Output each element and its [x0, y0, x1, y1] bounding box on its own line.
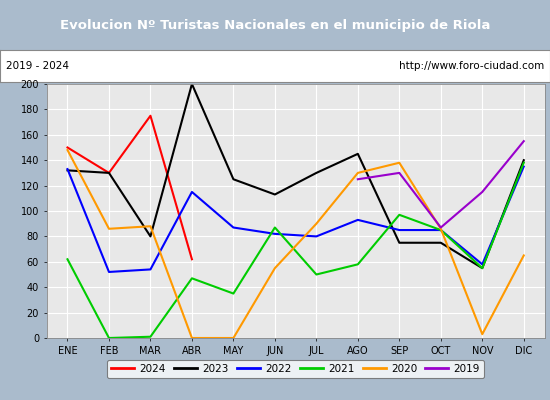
Text: http://www.foro-ciudad.com: http://www.foro-ciudad.com	[399, 61, 544, 71]
Text: 2019 - 2024: 2019 - 2024	[6, 61, 69, 71]
Text: Evolucion Nº Turistas Nacionales en el municipio de Riola: Evolucion Nº Turistas Nacionales en el m…	[60, 18, 490, 32]
Legend: 2024, 2023, 2022, 2021, 2020, 2019: 2024, 2023, 2022, 2021, 2020, 2019	[107, 360, 484, 378]
